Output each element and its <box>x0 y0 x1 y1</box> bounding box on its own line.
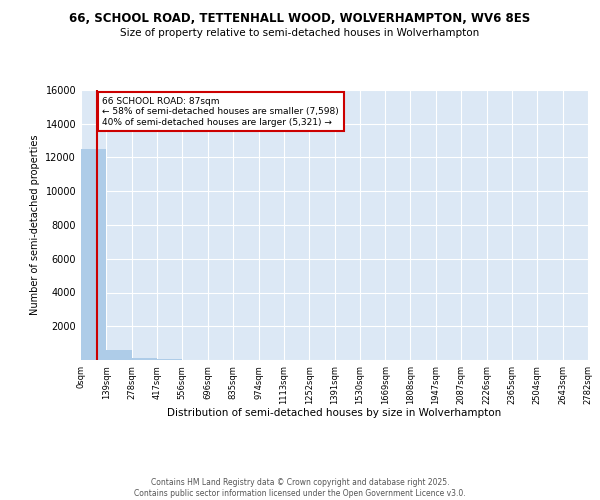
Text: Contains HM Land Registry data © Crown copyright and database right 2025.
Contai: Contains HM Land Registry data © Crown c… <box>134 478 466 498</box>
Bar <box>131 358 157 360</box>
Text: 66 SCHOOL ROAD: 87sqm
← 58% of semi-detached houses are smaller (7,598)
40% of s: 66 SCHOOL ROAD: 87sqm ← 58% of semi-deta… <box>103 96 339 126</box>
X-axis label: Distribution of semi-detached houses by size in Wolverhampton: Distribution of semi-detached houses by … <box>167 408 502 418</box>
Bar <box>106 350 131 360</box>
Text: 66, SCHOOL ROAD, TETTENHALL WOOD, WOLVERHAMPTON, WV6 8ES: 66, SCHOOL ROAD, TETTENHALL WOOD, WOLVER… <box>70 12 530 26</box>
Y-axis label: Number of semi-detached properties: Number of semi-detached properties <box>30 134 40 316</box>
Text: Size of property relative to semi-detached houses in Wolverhampton: Size of property relative to semi-detach… <box>121 28 479 38</box>
Bar <box>81 149 106 360</box>
